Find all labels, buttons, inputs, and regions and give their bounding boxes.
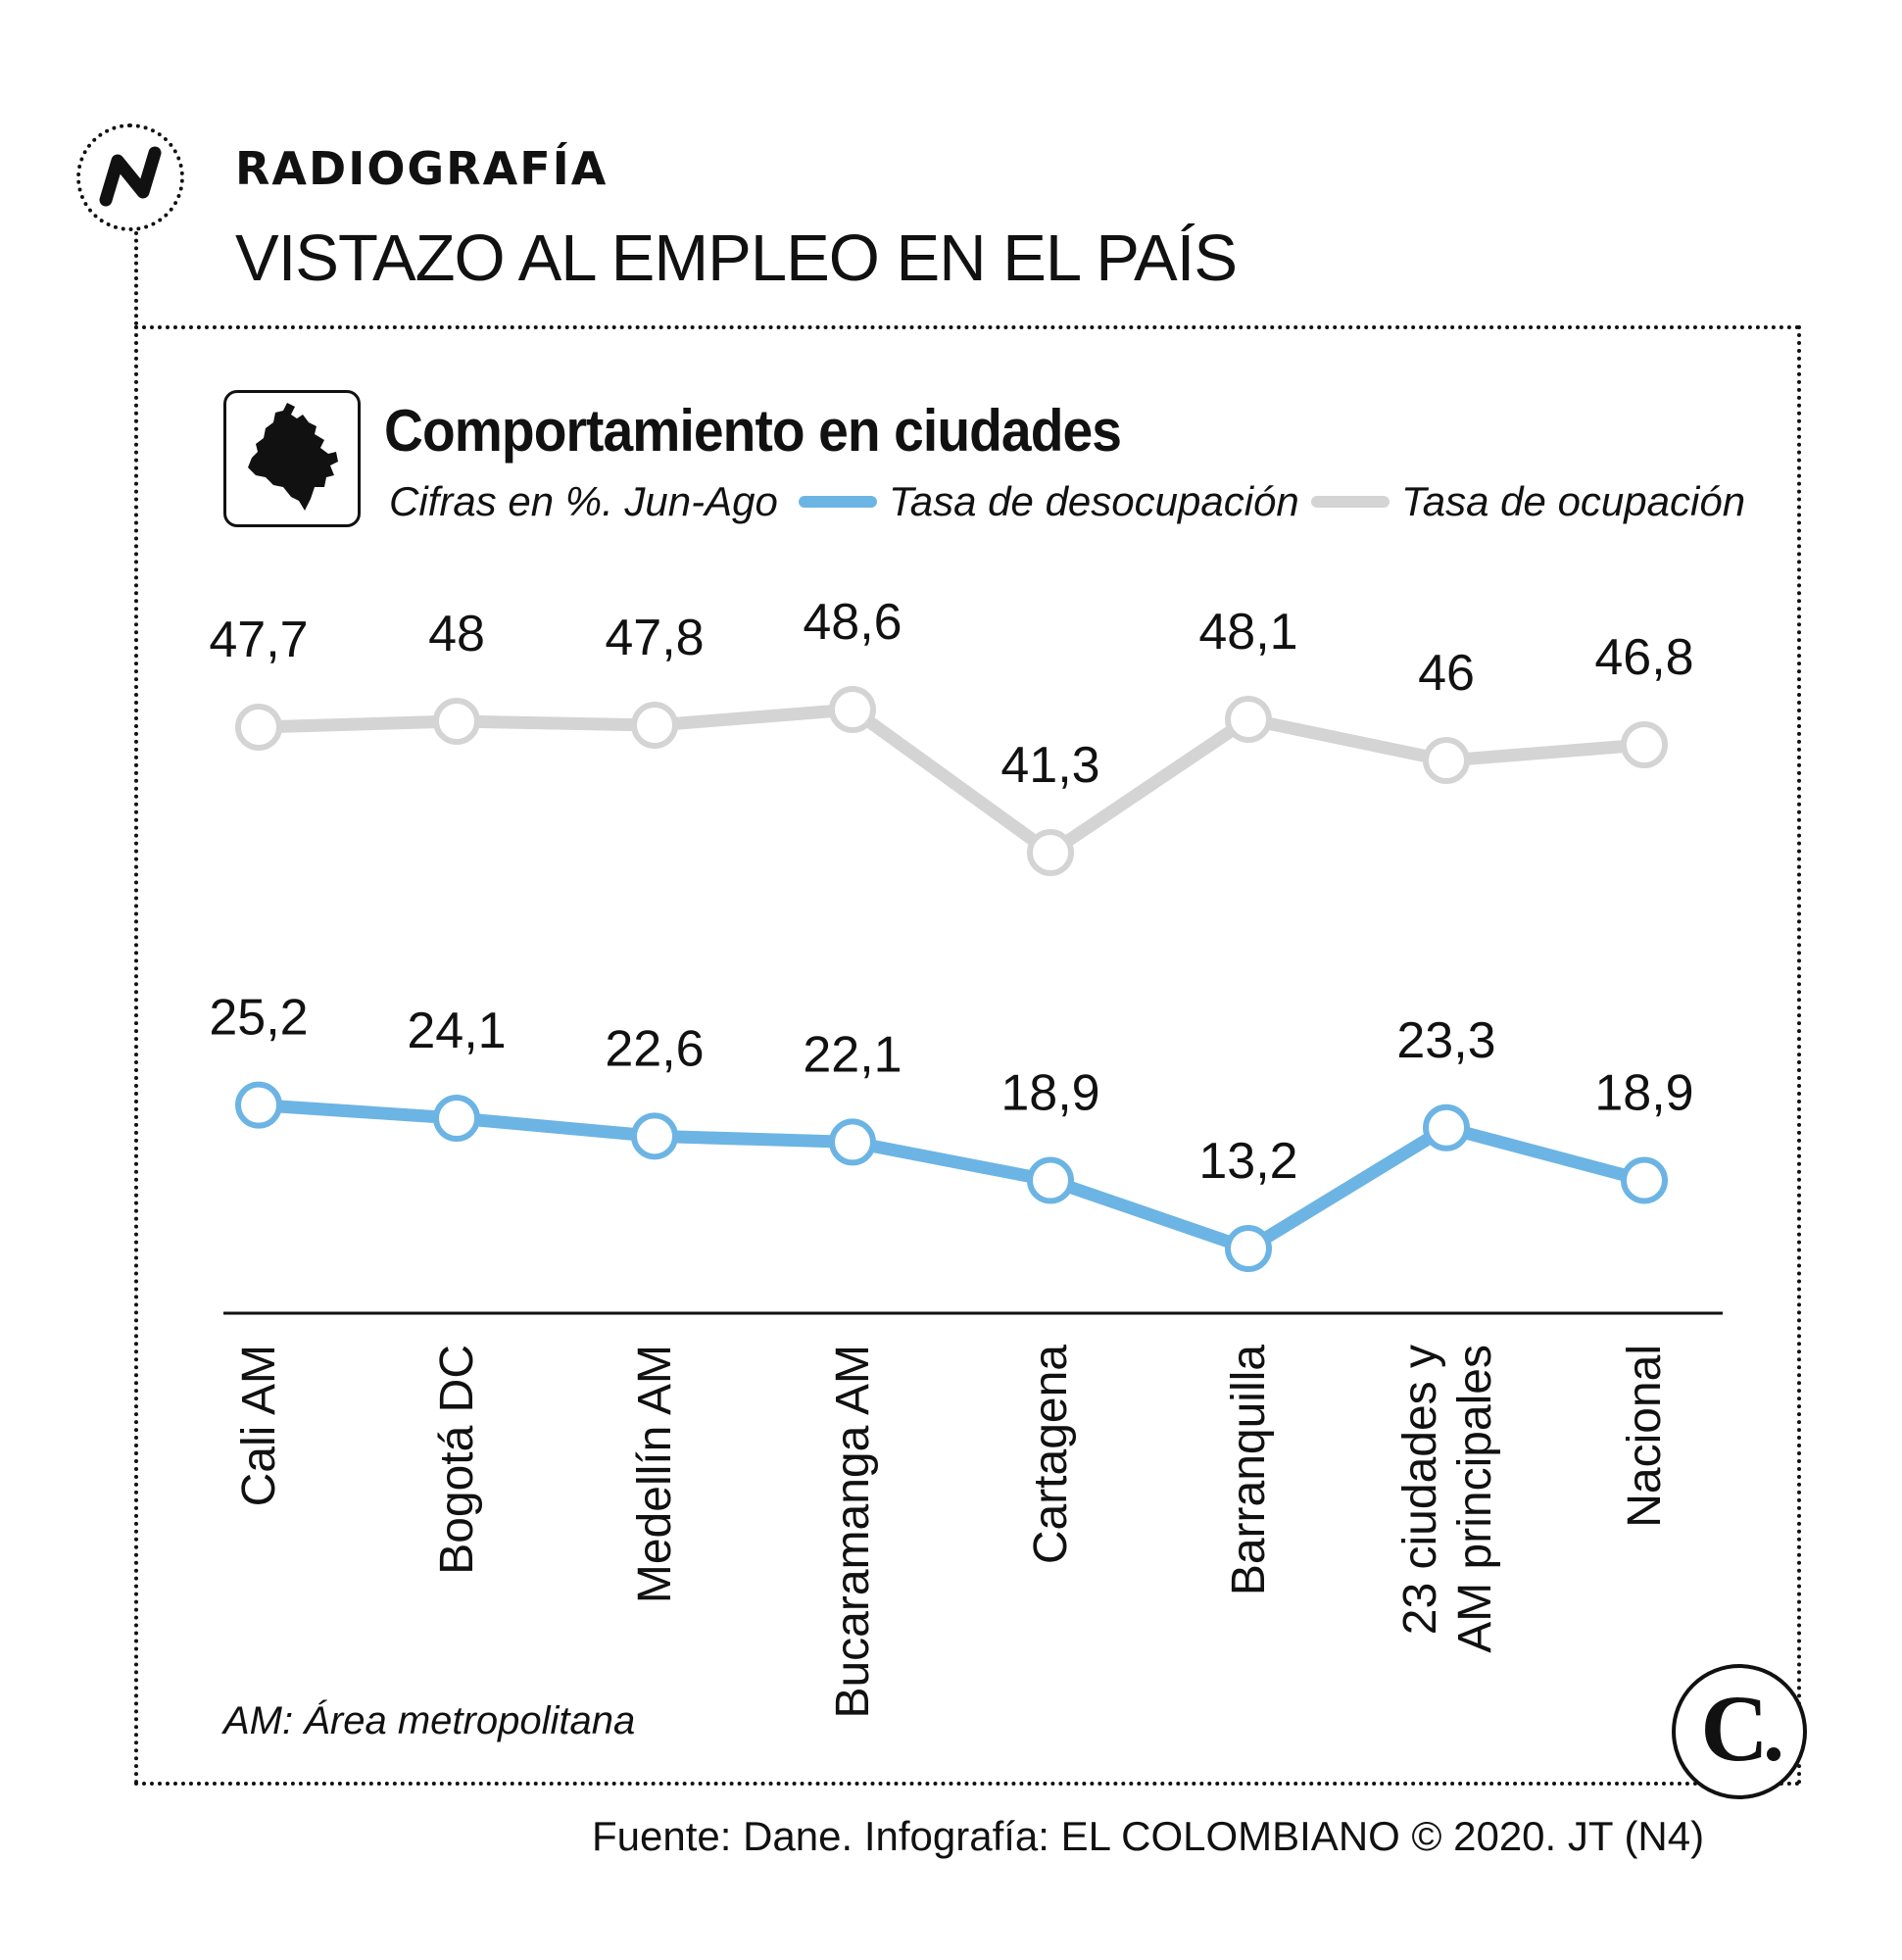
x-tick-label: Nacional: [1619, 1345, 1671, 1528]
legend-swatch-desocupacion: [799, 496, 877, 508]
source-credit: Fuente: Dane. Infografía: EL COLOMBIANO …: [592, 1813, 1705, 1859]
data-label-ocupacion: 48,1: [1198, 604, 1297, 661]
chart-title: Comportamiento en ciudades: [384, 398, 1122, 464]
x-tick-label: Bucaramanga AM: [827, 1345, 879, 1719]
x-tick-label: Cali AM: [233, 1345, 285, 1506]
n-logo-icon: [99, 146, 162, 207]
page-headline: VISTAZO AL EMPLEO EN EL PAÍS: [235, 221, 1238, 295]
legend-item-desocupacion: Tasa de desocupación: [799, 478, 1299, 525]
data-point-desocupacion: [433, 1095, 480, 1143]
data-label-ocupacion: 46: [1418, 645, 1475, 702]
data-label-ocupacion: 47,8: [605, 610, 704, 666]
legend-label-ocupacion: Tasa de ocupación: [1401, 478, 1746, 524]
data-label-desocupacion: 18,9: [1594, 1064, 1693, 1121]
svg-text:C: C: [1700, 1678, 1768, 1781]
x-tick-label: Medellín AM: [629, 1345, 681, 1603]
brand-logo-badge: [76, 123, 184, 231]
chart-subtitle: Cifras en %. Jun-Ago: [389, 478, 778, 524]
data-label-desocupacion: 24,1: [407, 1003, 506, 1059]
data-label-desocupacion: 18,9: [1000, 1064, 1099, 1121]
colombia-map-icon: [248, 403, 338, 511]
x-tick-label: Barranquilla: [1223, 1345, 1275, 1595]
legend-item-ocupacion: Tasa de ocupación: [1311, 478, 1745, 525]
footnote: AM: Área metropolitana: [223, 1699, 636, 1742]
data-label-desocupacion: 13,2: [1198, 1133, 1297, 1190]
legend-swatch-ocupacion: [1311, 496, 1390, 508]
data-point-ocupacion: [1423, 737, 1470, 784]
data-point-ocupacion: [631, 702, 678, 749]
data-label-ocupacion: 47,7: [209, 612, 308, 668]
data-point-desocupacion: [1225, 1225, 1272, 1272]
x-tick-label: 23 ciudades y: [1394, 1345, 1446, 1635]
data-point-desocupacion: [829, 1118, 876, 1166]
section-kicker: RADIOGRAFÍA: [235, 142, 609, 195]
data-point-ocupacion: [829, 686, 876, 733]
data-point-ocupacion: [235, 704, 282, 751]
data-point-ocupacion: [433, 698, 480, 745]
x-tick-label: Bogotá DC: [431, 1345, 483, 1575]
data-point-ocupacion: [1027, 829, 1074, 876]
data-label-ocupacion: 46,8: [1594, 629, 1693, 686]
data-point-desocupacion: [235, 1081, 282, 1129]
data-label-ocupacion: 48,6: [803, 594, 902, 651]
series-line-desocupacion: [252, 1099, 1651, 1255]
data-point-desocupacion: [1027, 1156, 1074, 1204]
map-box: [223, 390, 361, 527]
data-point-desocupacion: [1423, 1103, 1470, 1152]
data-label-desocupacion: 22,6: [605, 1020, 704, 1077]
legend-label-desocupacion: Tasa de desocupación: [889, 478, 1299, 524]
dotted-frame: [134, 325, 1801, 1786]
data-label-ocupacion: 48: [428, 606, 485, 662]
data-point-desocupacion: [631, 1112, 678, 1160]
data-point-desocupacion: [1621, 1156, 1668, 1204]
x-tick-label: Cartagena: [1025, 1345, 1077, 1564]
el-colombiano-c-icon: C: [1700, 1678, 1780, 1781]
data-point-ocupacion: [1621, 721, 1668, 768]
series-line-ocupacion: [252, 703, 1651, 859]
data-label-desocupacion: 25,2: [209, 990, 308, 1047]
data-label-desocupacion: 23,3: [1396, 1012, 1495, 1069]
x-tick-label: AM principales: [1449, 1345, 1501, 1653]
publisher-badge: C: [1672, 1664, 1807, 1799]
dotted-connector: [134, 231, 138, 325]
data-label-ocupacion: 41,3: [1000, 737, 1099, 794]
data-point-ocupacion: [1225, 696, 1272, 743]
data-label-desocupacion: 22,1: [803, 1026, 902, 1083]
